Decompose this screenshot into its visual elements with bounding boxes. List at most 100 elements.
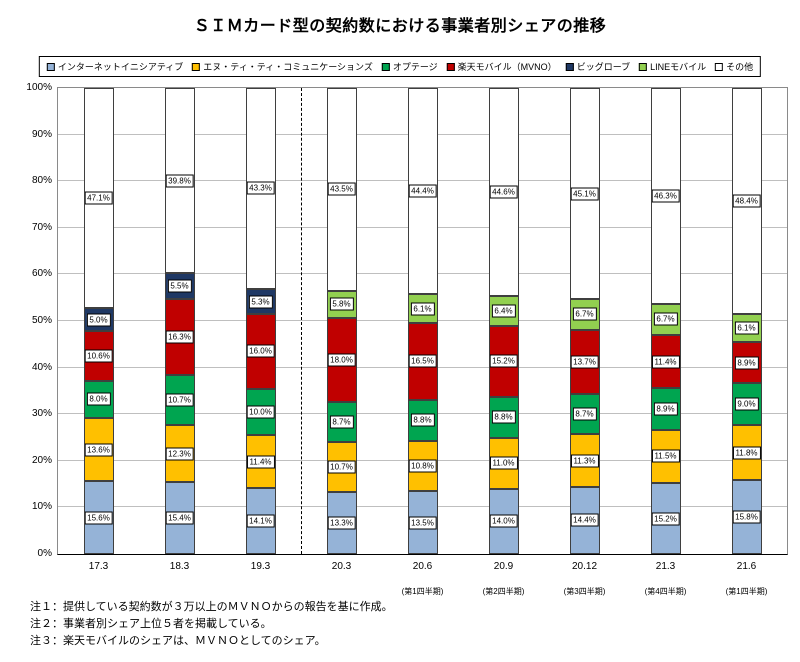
data-label: 11.3% xyxy=(570,454,599,468)
legend-label: オプテージ xyxy=(392,62,438,72)
legend-item: その他 xyxy=(715,60,753,73)
data-label: 44.4% xyxy=(408,184,437,198)
y-axis-tick-label: 70% xyxy=(31,221,52,233)
legend-swatch xyxy=(639,62,648,71)
y-axis-tick-label: 30% xyxy=(31,408,52,420)
data-label: 5.0% xyxy=(86,313,111,327)
data-label: 8.8% xyxy=(491,410,516,424)
x-axis-tick-label: 21.3 xyxy=(655,561,676,572)
data-label: 9.0% xyxy=(734,397,759,411)
legend-label: 楽天モバイル（MVNO） xyxy=(457,62,557,72)
data-label: 6.1% xyxy=(734,321,759,335)
legend-item: 楽天モバイル（MVNO） xyxy=(446,60,557,73)
legend-label: ビッグローブ xyxy=(576,62,631,72)
data-label: 11.4% xyxy=(246,455,275,469)
legend-swatch xyxy=(715,62,724,71)
y-axis-tick-label: 100% xyxy=(26,82,52,93)
notes: 注１：提供している契約数が３万以上のＭＶＮＯからの報告を基に作成。 注２：事業者… xyxy=(30,599,393,650)
data-label: 15.8% xyxy=(732,510,761,524)
y-axis-tick-label: 20% xyxy=(31,454,52,466)
data-label: 6.7% xyxy=(653,312,678,326)
data-label: 15.2% xyxy=(489,354,518,368)
data-label: 13.3% xyxy=(327,516,356,530)
data-label: 45.1% xyxy=(570,187,599,201)
x-axis-tick-label: 20.3 xyxy=(331,561,352,572)
plot-area: 15.6% 13.6% 8.0% 10.6% 5.0% 47.1% 15.4% 12.3% 10… xyxy=(57,87,788,555)
data-label: 13.6% xyxy=(84,443,113,457)
x-axis-sublabel: (第2四半期) xyxy=(482,587,525,596)
data-label: 11.0% xyxy=(489,456,518,470)
legend-swatch xyxy=(46,62,55,71)
data-label: 13.5% xyxy=(408,516,437,530)
data-label: 6.7% xyxy=(572,307,597,321)
x-axis-tick-label: 20.9 xyxy=(493,561,514,572)
legend-swatch xyxy=(446,62,455,71)
y-axis-tick-label: 40% xyxy=(31,361,52,373)
note-line-2: 注２：事業者別シェア上位５者を掲載している。 xyxy=(30,618,272,630)
y-axis-tick-label: 50% xyxy=(31,315,52,326)
y-axis-tick-label: 60% xyxy=(31,268,52,280)
data-label: 8.0% xyxy=(86,392,111,406)
data-label: 43.3% xyxy=(246,181,275,195)
data-label: 46.3% xyxy=(651,189,680,203)
data-label: 16.0% xyxy=(246,344,275,358)
legend: インターネットイニシアティブ エヌ・ティ・ティ・コミュニケーションズ オプテージ 楽天… xyxy=(38,56,762,77)
data-label: 10.6% xyxy=(84,349,113,363)
note-line-3: 注３：楽天モバイルのシェアは、ＭＶＮＯとしてのシェア。 xyxy=(30,635,326,647)
data-label: 8.8% xyxy=(410,413,435,427)
legend-swatch xyxy=(192,62,201,71)
data-label: 11.5% xyxy=(651,449,680,463)
data-label: 8.7% xyxy=(329,415,354,429)
legend-label: インターネットイニシアティブ xyxy=(57,62,184,72)
data-label: 10.7% xyxy=(165,393,194,407)
legend-label: その他 xyxy=(726,62,754,72)
data-label: 11.4% xyxy=(651,355,680,369)
data-label: 15.2% xyxy=(651,512,680,526)
x-axis-sublabel: (第3四半期) xyxy=(563,587,606,596)
data-label: 8.9% xyxy=(734,356,759,370)
x-axis-tick-label: 21.6 xyxy=(736,561,757,572)
data-label: 5.5% xyxy=(167,279,192,293)
legend-item: LINEモバイル xyxy=(639,60,706,73)
data-label: 16.5% xyxy=(408,354,437,368)
legend-swatch xyxy=(565,62,574,71)
y-axis-tick-label: 80% xyxy=(31,175,52,187)
x-axis-tick-label: 20.12 xyxy=(571,561,598,572)
data-label: 11.8% xyxy=(732,446,761,460)
data-label: 8.9% xyxy=(653,402,678,416)
x-axis-tick-label: 17.3 xyxy=(88,561,109,572)
data-label: 15.4% xyxy=(165,511,194,525)
data-label: 10.0% xyxy=(246,405,275,419)
x-axis-sublabel: (第4四半期) xyxy=(644,587,687,596)
data-label: 14.1% xyxy=(246,514,275,528)
x-axis-sublabel: (第1四半期) xyxy=(401,587,444,596)
data-label: 5.3% xyxy=(248,295,273,309)
data-label: 44.6% xyxy=(489,185,518,199)
data-label: 39.8% xyxy=(165,174,194,188)
legend-item: インターネットイニシアティブ xyxy=(46,60,184,73)
chart-title: ＳＩＭカード型の契約数における事業者別シェアの推移 xyxy=(193,18,607,35)
period-separator-line xyxy=(301,88,302,554)
data-label: 48.4% xyxy=(732,194,761,208)
y-axis-tick-label: 0% xyxy=(37,548,52,559)
data-label: 18.0% xyxy=(327,353,356,367)
data-label: 13.7% xyxy=(570,355,599,369)
data-label: 10.8% xyxy=(408,459,437,473)
data-label: 15.6% xyxy=(84,511,113,525)
note-line-1: 注１：提供している契約数が３万以上のＭＶＮＯからの報告を基に作成。 xyxy=(30,601,393,613)
data-label: 8.7% xyxy=(572,407,597,421)
data-label: 47.1% xyxy=(84,191,113,205)
x-axis-tick-label: 20.6 xyxy=(412,561,433,572)
legend-swatch xyxy=(381,62,390,71)
legend-item: ビッグローブ xyxy=(565,60,631,73)
legend-label: エヌ・ティ・ティ・コミュニケーションズ xyxy=(203,62,373,72)
x-axis-tick-label: 18.3 xyxy=(169,561,190,572)
data-label: 10.7% xyxy=(327,460,356,474)
y-axis-tick-label: 10% xyxy=(31,501,52,513)
data-label: 14.4% xyxy=(570,513,599,527)
data-label: 6.4% xyxy=(491,304,516,318)
x-axis-sublabel: (第1四半期) xyxy=(725,587,768,596)
data-label: 43.5% xyxy=(327,182,356,196)
legend-item: エヌ・ティ・ティ・コミュニケーションズ xyxy=(192,60,373,73)
legend-item: オプテージ xyxy=(381,60,438,73)
